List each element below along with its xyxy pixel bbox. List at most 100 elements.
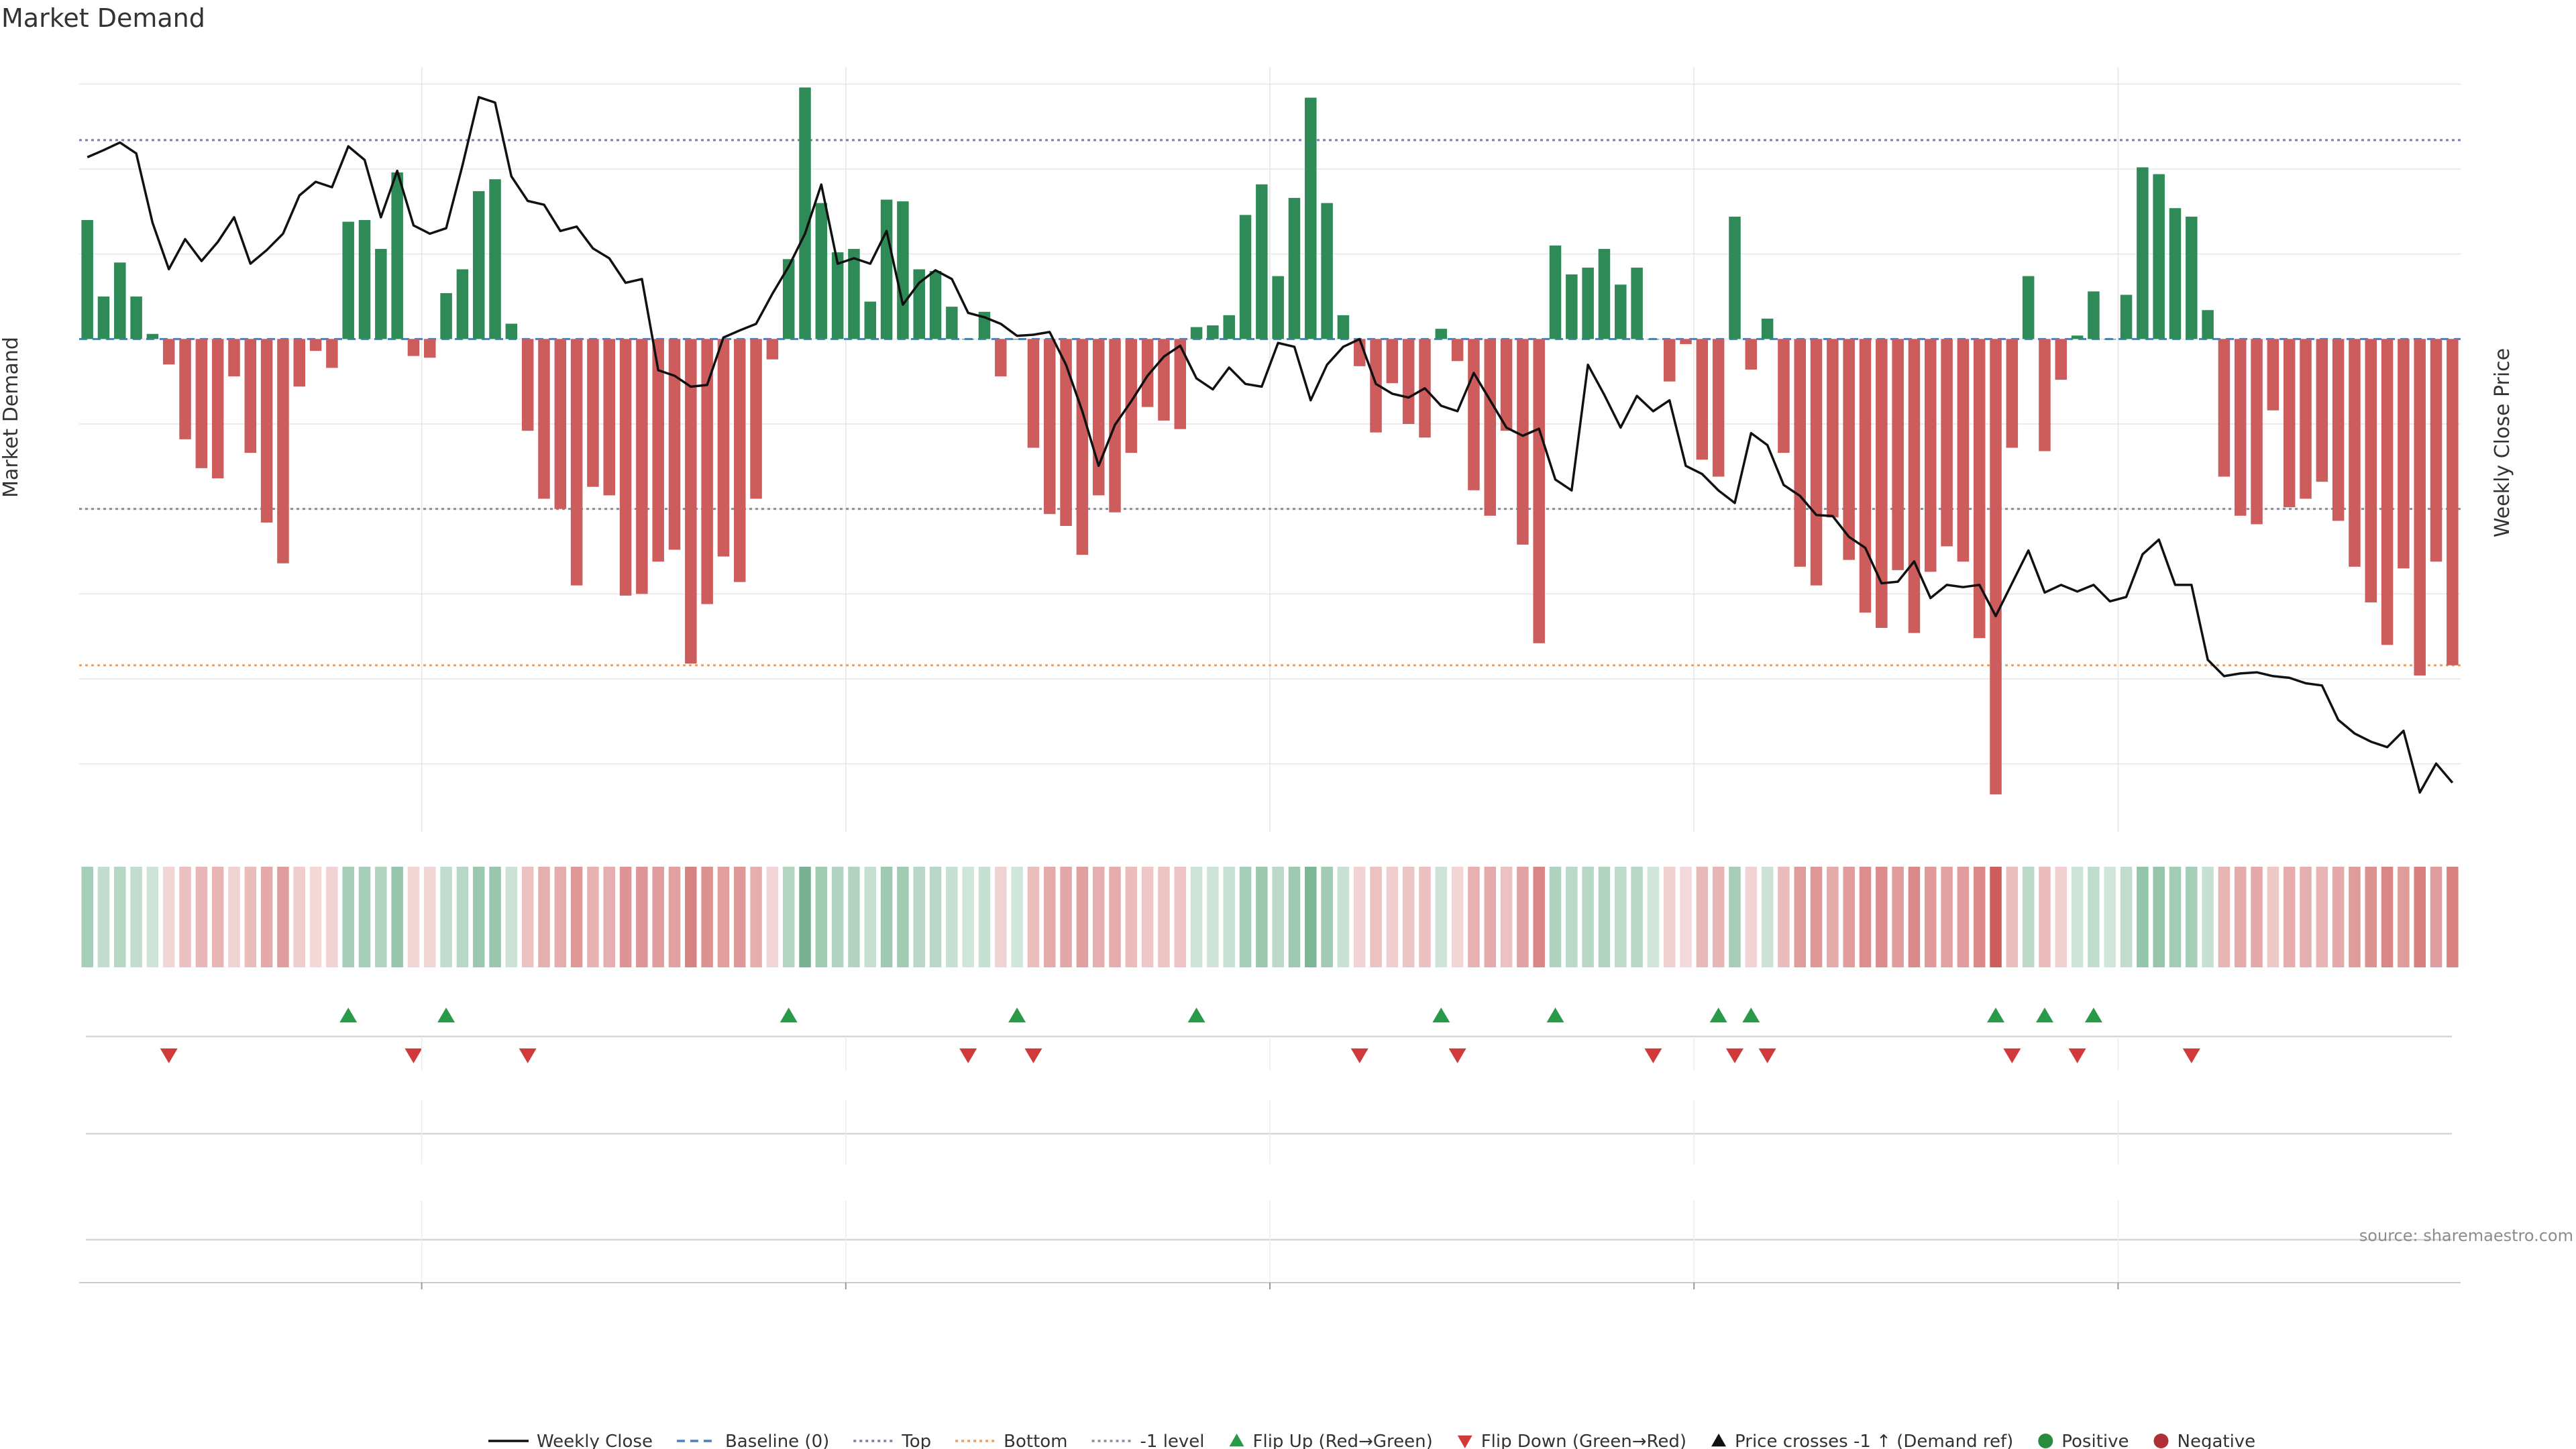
flip-up-marker-5 [1432,1008,1450,1023]
demand-bar-50 [897,201,909,339]
heat-cell-68 [1190,867,1203,967]
demand-bar-71 [1239,215,1252,339]
heat-cell-8 [211,867,224,967]
demand-bar-28 [538,339,550,499]
heat-cell-15 [326,867,338,967]
heat-cell-143 [2414,867,2426,967]
demand-bar-80 [1386,339,1399,384]
demand-bar-107 [1827,339,1839,518]
heat-cell-125 [2120,867,2133,967]
demand-bar-138 [2332,339,2345,521]
demand-bar-77 [1337,315,1350,339]
demand-bar-67 [1174,339,1187,429]
demand-bar-38 [701,339,713,604]
heat-cell-78 [1353,867,1366,967]
heat-cell-10 [244,867,257,967]
flip-down-marker-6 [1448,1048,1466,1063]
heat-cell-111 [1892,867,1904,967]
heat-cell-73 [1272,867,1284,967]
heat-cell-62 [1092,867,1105,967]
legend-item-4: -1 level [1091,1432,1205,1449]
heat-cell-98 [1680,867,1692,967]
heat-cell-1 [97,867,110,967]
heat-cell-16 [342,867,354,967]
demand-bar-123 [2088,291,2100,339]
chart-title: Market Demand [1,3,205,33]
flip-down-marker-7 [1644,1048,1662,1063]
legend-swatch-5 [1229,1434,1244,1447]
heat-cell-139 [2349,867,2361,967]
heat-cell-106 [1810,867,1823,967]
legend-item-8: Positive [2038,1432,2129,1449]
heat-cell-107 [1827,867,1839,967]
demand-bar-4 [146,333,159,339]
heat-cell-77 [1337,867,1350,967]
demand-bar-8 [211,339,224,479]
heat-cell-124 [2104,867,2116,967]
demand-bar-11 [260,339,273,523]
demand-bar-141 [2381,339,2394,645]
legend-item-6: Flip Down (Green→Red) [1457,1432,1686,1449]
heat-cell-92 [1582,867,1594,967]
heat-cell-43 [782,867,795,967]
heat-cell-126 [2137,867,2149,967]
flip-up-marker-0 [339,1008,358,1023]
demand-bar-102 [1745,339,1758,370]
heat-cell-19 [391,867,403,967]
heat-cell-99 [1696,867,1709,967]
heat-cell-90 [1549,867,1562,967]
flip-down-marker-10 [2003,1048,2021,1063]
grid-layer [79,67,2461,832]
demand-bar-87 [1500,339,1513,431]
demand-bar-53 [946,307,958,339]
heat-cell-105 [1794,867,1806,967]
heat-cell-97 [1663,867,1676,967]
demand-bar-79 [1370,339,1382,433]
demand-bar-113 [1925,339,1937,572]
heat-cell-45 [815,867,828,967]
demand-bar-1 [97,297,110,339]
heat-cell-33 [619,867,632,967]
demand-bar-105 [1794,339,1806,567]
heat-cell-83 [1435,867,1448,967]
heat-cell-135 [2283,867,2296,967]
heat-cell-86 [1484,867,1497,967]
demand-bar-119 [2022,276,2035,339]
heat-cell-4 [146,867,159,967]
demand-bar-74 [1288,198,1301,339]
heat-cell-109 [1859,867,1872,967]
heat-cell-144 [2430,867,2443,967]
heat-cell-118 [2006,867,2019,967]
demand-bar-122 [2071,335,2084,339]
heat-cell-54 [962,867,974,967]
heat-cell-79 [1370,867,1382,967]
heat-cell-39 [717,867,730,967]
heat-cell-71 [1239,867,1252,967]
demand-bar-92 [1582,267,1594,339]
demand-bar-68 [1190,327,1203,339]
heat-cell-128 [2169,867,2182,967]
demand-bar-66 [1158,339,1170,421]
demand-bar-117 [1990,339,2002,795]
heat-cell-61 [1076,867,1089,967]
heat-cell-12 [277,867,289,967]
demand-bar-20 [407,339,420,356]
legend-label-2: Top [901,1432,931,1449]
heat-cell-93 [1598,867,1611,967]
demand-bar-46 [831,252,844,339]
demand-bar-19 [391,172,403,339]
legend-label-8: Positive [2061,1432,2129,1449]
heat-cell-25 [489,867,501,967]
heat-cell-74 [1288,867,1301,967]
demand-bar-61 [1076,339,1089,555]
demand-bar-52 [929,271,942,339]
heat-cell-89 [1533,867,1545,967]
heat-cell-120 [2039,867,2051,967]
heat-cell-14 [309,867,322,967]
heat-cell-85 [1468,867,1480,967]
demand-bar-97 [1663,339,1676,382]
heat-cell-117 [1990,867,2002,967]
heat-cell-7 [195,867,208,967]
heat-cell-123 [2088,867,2100,967]
legend-item-7: Price crosses -1 ↑ (Demand ref) [1711,1432,2013,1449]
